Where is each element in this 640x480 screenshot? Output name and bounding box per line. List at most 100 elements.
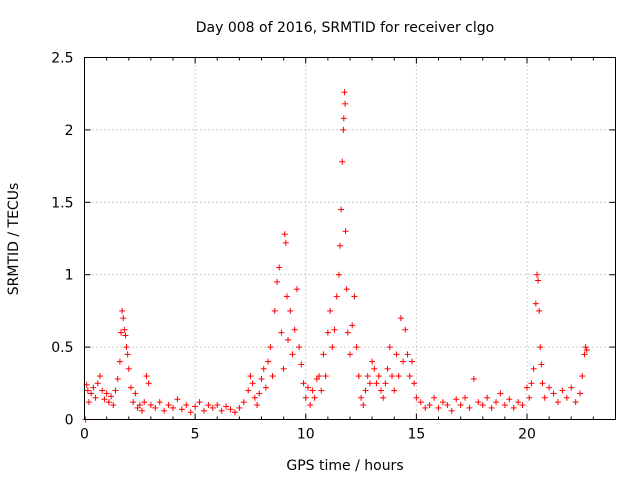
data-point <box>256 390 263 397</box>
data-point <box>281 231 288 238</box>
x-tick-label: 15 <box>407 427 425 443</box>
y-tick-label: 1 <box>65 268 74 284</box>
data-point <box>296 344 303 351</box>
plot-frame <box>84 57 616 420</box>
data-point <box>391 387 398 394</box>
data-point <box>300 380 307 387</box>
data-point <box>227 406 234 413</box>
data-point <box>322 373 329 380</box>
data-point <box>192 403 199 410</box>
data-point <box>304 384 311 391</box>
data-point <box>265 358 272 365</box>
data-points <box>82 89 590 423</box>
data-point <box>183 402 190 409</box>
data-point <box>96 373 103 380</box>
data-point <box>341 89 348 96</box>
data-point <box>408 358 415 365</box>
data-point <box>320 351 327 358</box>
data-point <box>293 286 300 293</box>
data-point <box>364 373 371 380</box>
data-point <box>196 399 203 406</box>
data-point <box>384 365 391 372</box>
data-point <box>318 387 325 394</box>
data-point <box>231 409 238 416</box>
data-point <box>536 307 543 314</box>
data-point <box>223 403 230 410</box>
data-point <box>267 344 274 351</box>
data-point <box>535 277 542 284</box>
y-tick-label: 0 <box>65 413 74 429</box>
data-point <box>541 394 548 401</box>
data-point <box>170 404 176 411</box>
data-point <box>497 390 504 397</box>
data-point <box>147 402 154 409</box>
data-point <box>161 407 168 414</box>
data-point <box>554 399 561 406</box>
data-point <box>389 373 396 380</box>
data-point <box>331 326 338 333</box>
data-point <box>324 329 331 336</box>
data-point <box>302 394 309 401</box>
data-point <box>276 264 283 271</box>
data-point <box>247 373 254 380</box>
x-tick-labels: 0 5 10 15 20 <box>80 427 536 443</box>
data-point <box>524 384 530 391</box>
data-point <box>127 384 134 391</box>
data-point <box>254 402 261 409</box>
x-tick-label: 20 <box>518 427 536 443</box>
data-point <box>260 365 267 372</box>
data-point <box>435 404 442 411</box>
data-point <box>338 206 345 213</box>
data-point <box>143 373 150 380</box>
data-point <box>101 396 108 403</box>
data-point <box>369 358 376 365</box>
data-point <box>375 373 382 380</box>
data-point <box>282 239 289 246</box>
data-point <box>329 344 336 351</box>
data-point <box>214 402 221 409</box>
data-point <box>583 346 590 353</box>
data-point <box>366 380 373 387</box>
data-point <box>386 344 393 351</box>
data-point <box>174 396 181 403</box>
data-point <box>165 402 172 409</box>
data-point <box>118 329 125 336</box>
data-point <box>249 380 256 387</box>
y-tick-labels: 0 0.5 1 1.5 2 2.5 <box>51 51 73 429</box>
data-point <box>501 402 508 409</box>
data-point <box>400 358 407 365</box>
data-point <box>546 384 553 391</box>
data-point <box>333 293 340 300</box>
data-point <box>105 399 112 406</box>
data-point <box>178 406 185 413</box>
data-point <box>373 380 380 387</box>
data-point <box>136 402 143 409</box>
y-tick-label: 1.5 <box>51 195 73 211</box>
data-point <box>342 228 349 235</box>
data-point <box>568 384 575 391</box>
x-tick-label: 5 <box>191 427 200 443</box>
data-point <box>88 390 95 397</box>
axis-ticks <box>84 57 616 420</box>
grid-lines <box>84 57 616 420</box>
y-tick-label: 2 <box>65 123 74 139</box>
data-point <box>377 387 384 394</box>
data-point <box>103 390 110 397</box>
data-point <box>413 394 420 401</box>
data-point <box>466 404 473 411</box>
data-point <box>84 387 91 394</box>
data-point <box>156 399 163 406</box>
data-point <box>519 402 526 409</box>
data-point <box>484 394 491 401</box>
data-point <box>119 307 126 314</box>
data-point <box>130 399 137 406</box>
data-point <box>347 351 353 358</box>
data-point <box>262 384 269 391</box>
data-point <box>448 407 455 414</box>
data-point <box>123 344 130 351</box>
data-point <box>309 387 316 394</box>
data-point <box>120 315 127 322</box>
data-point <box>343 286 350 293</box>
data-point <box>431 394 438 401</box>
data-point <box>285 336 292 343</box>
